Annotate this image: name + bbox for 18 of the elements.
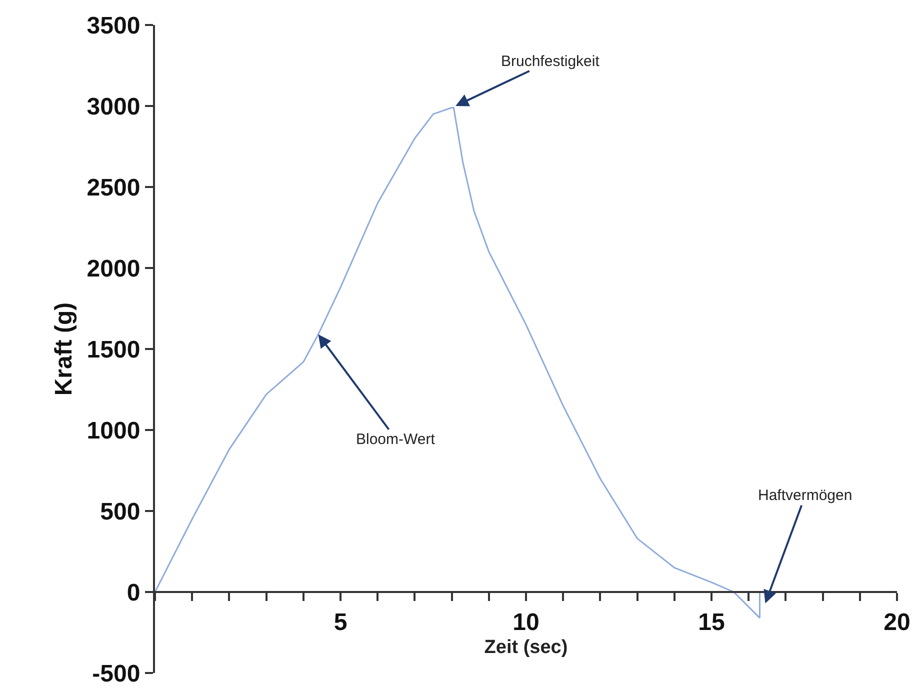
y-tick-label: 1500 [86,336,140,364]
y-tick-label: 500 [100,498,140,526]
y-tick-label: 0 [126,579,140,606]
x-tick-label: 5 [334,608,348,636]
annotation: Bruchfestigkeit [501,53,600,70]
y-tick-label: 1000 [86,417,140,444]
y-tick-label: 2000 [86,255,140,282]
x-axis-title: Zeit (sec) [484,637,568,658]
y-tick-label: 3500 [86,12,140,40]
x-tick-label: 10 [512,608,540,636]
y-axis-title: Kraft (g) [50,302,78,396]
annotation: Haftvermögen [758,487,852,504]
y-tick-label: 3000 [86,93,140,120]
x-tick-label: 20 [884,608,910,636]
x-tick-label: 15 [698,608,725,636]
y-tick-label: -500 [92,660,140,688]
y-tick-label: 2500 [86,174,140,202]
annotation: Bloom-Wert [356,431,436,448]
